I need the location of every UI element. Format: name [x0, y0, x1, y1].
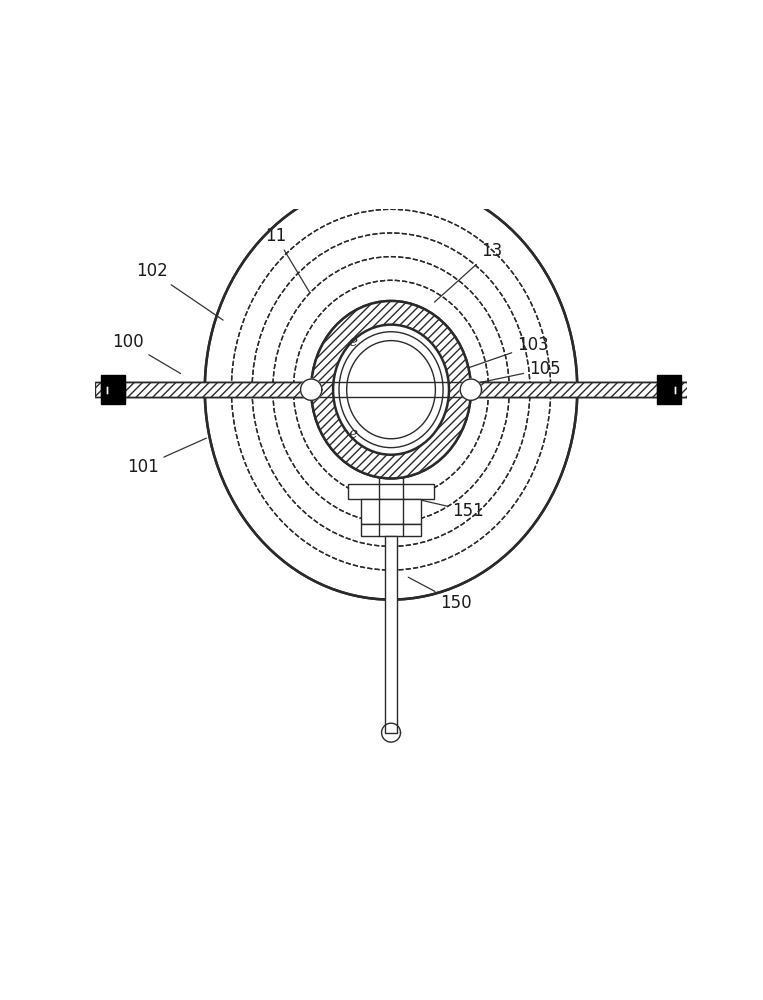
Ellipse shape [333, 325, 449, 455]
Text: 104: 104 [552, 384, 660, 402]
Text: 13: 13 [434, 242, 502, 302]
Text: 103: 103 [468, 336, 549, 368]
Bar [95, 382, 101, 397]
Text: 102: 102 [136, 262, 223, 320]
Bar [125, 382, 657, 397]
Text: 151: 151 [419, 500, 484, 520]
Text: e: e [348, 427, 357, 441]
Text: 11: 11 [265, 227, 310, 293]
Text: 101: 101 [127, 438, 206, 476]
Bar [657, 375, 681, 404]
Polygon shape [301, 379, 322, 400]
Text: 100: 100 [112, 333, 181, 373]
Bar [349, 484, 433, 499]
Text: e: e [348, 335, 357, 349]
Bar [125, 382, 763, 397]
Bar [362, 524, 420, 536]
Bar [385, 536, 397, 733]
Text: 105: 105 [479, 360, 561, 383]
Ellipse shape [311, 301, 471, 478]
Text: 150: 150 [408, 577, 472, 612]
Polygon shape [382, 723, 401, 742]
Bar [346, 382, 436, 397]
Bar [101, 375, 125, 404]
Ellipse shape [333, 325, 449, 455]
Ellipse shape [311, 301, 471, 478]
Bar [362, 499, 420, 524]
Polygon shape [460, 379, 481, 400]
Bar [681, 382, 687, 397]
